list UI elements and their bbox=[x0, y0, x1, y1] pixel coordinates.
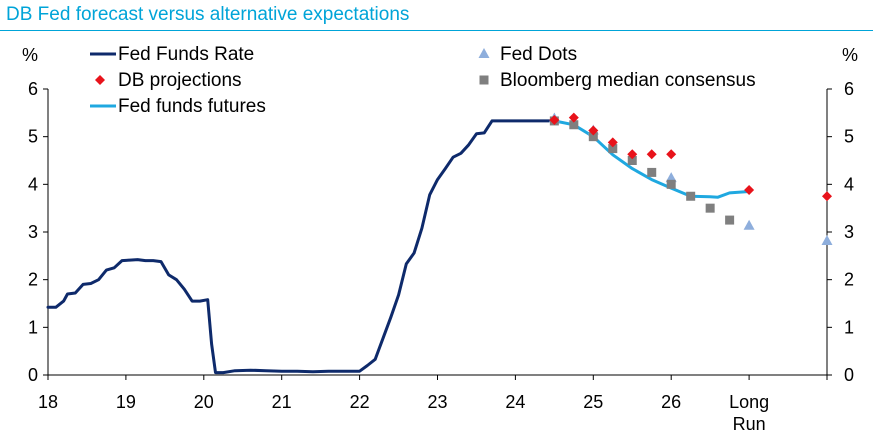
series-layer bbox=[46, 112, 833, 375]
left-y-tick-label: 3 bbox=[28, 222, 38, 242]
db-projections-point bbox=[822, 191, 832, 202]
bloomberg-median-consensus-point bbox=[705, 203, 715, 213]
x-tick-label-line: Long bbox=[729, 392, 769, 412]
right-y-tick-label: 6 bbox=[844, 79, 854, 99]
legend-bloomberg-median-consensus-swatch bbox=[479, 75, 489, 85]
x-tick-label: 24 bbox=[505, 392, 525, 412]
fed-funds-rate-line bbox=[46, 119, 556, 375]
legend-fed-funds-rate-label: Fed Funds Rate bbox=[118, 44, 254, 65]
left-y-tick-label: 0 bbox=[28, 365, 38, 385]
chart-title: DB Fed forecast versus alternative expec… bbox=[6, 4, 410, 25]
left-y-tick-label: 2 bbox=[28, 270, 38, 290]
db-projections-point bbox=[607, 137, 618, 148]
right-y-tick-label: 2 bbox=[844, 270, 854, 290]
legend: Fed Funds Rate Fed Dots DB projections Bloo… bbox=[90, 44, 756, 117]
left-y-tick-label: 1 bbox=[28, 317, 38, 337]
db-projections-point bbox=[549, 114, 560, 125]
db-projections-point bbox=[568, 112, 579, 123]
left-y-tick-label: 5 bbox=[28, 127, 38, 147]
right-y-tick-label: 3 bbox=[844, 222, 854, 242]
x-tick-label: 23 bbox=[427, 392, 447, 412]
fed-dots-point bbox=[665, 172, 677, 183]
x-tick-label-line: Run bbox=[733, 414, 766, 434]
db-projections-point bbox=[646, 149, 657, 160]
title-rule bbox=[0, 30, 873, 31]
bloomberg-median-consensus-point bbox=[569, 120, 579, 130]
x-tick-label: 25 bbox=[583, 392, 603, 412]
left-y-tick-label: 4 bbox=[28, 174, 38, 194]
bloomberg-median-consensus-point bbox=[666, 179, 676, 189]
right-y-tick-label: 1 bbox=[844, 317, 854, 337]
bloomberg-median-consensus-point bbox=[725, 215, 735, 225]
x-tick-label: 22 bbox=[350, 392, 370, 412]
legend-fed-dots-label: Fed Dots bbox=[500, 44, 577, 65]
x-tick-label: 19 bbox=[116, 392, 136, 412]
db-projections-point bbox=[744, 185, 755, 196]
legend-bloomberg-median-consensus-label: Bloomberg median consensus bbox=[500, 70, 756, 91]
x-tick-label: Long Run bbox=[729, 392, 769, 434]
right-y-tick-label: 5 bbox=[844, 127, 854, 147]
legend-db-projections-swatch bbox=[95, 75, 105, 85]
bloomberg-median-consensus-point bbox=[686, 191, 696, 201]
axes: % %0 01 12 23 34 45 56 618 19 20 21 22 23 24 25 26 Long Ru… bbox=[22, 45, 858, 434]
x-tick-label: 26 bbox=[661, 392, 681, 412]
right-y-tick-label: 0 bbox=[844, 365, 854, 385]
bloomberg-median-consensus-point bbox=[588, 132, 598, 142]
legend-fed-funds-futures-label: Fed funds futures bbox=[118, 96, 266, 117]
db-projections-point bbox=[588, 125, 599, 136]
db-projections-point bbox=[627, 149, 638, 160]
bloomberg-median-consensus-point bbox=[647, 167, 657, 177]
x-tick-label: 21 bbox=[272, 392, 292, 412]
left-axis-unit: % bbox=[22, 45, 38, 65]
left-y-tick-label: 6 bbox=[28, 79, 38, 99]
legend-db-projections-label: DB projections bbox=[118, 70, 242, 91]
x-tick-label: 20 bbox=[194, 392, 214, 412]
bloomberg-median-consensus-point bbox=[627, 156, 637, 165]
right-y-tick-label: 4 bbox=[844, 174, 854, 194]
legend-fed-dots-swatch bbox=[478, 48, 490, 58]
right-axis-unit: % bbox=[842, 45, 858, 65]
bloomberg-median-consensus-point bbox=[608, 144, 618, 154]
fed-dots-point bbox=[821, 235, 833, 246]
fed-dots-point bbox=[743, 219, 755, 230]
x-tick-label: 18 bbox=[38, 392, 58, 412]
db-projections-point bbox=[666, 149, 677, 160]
